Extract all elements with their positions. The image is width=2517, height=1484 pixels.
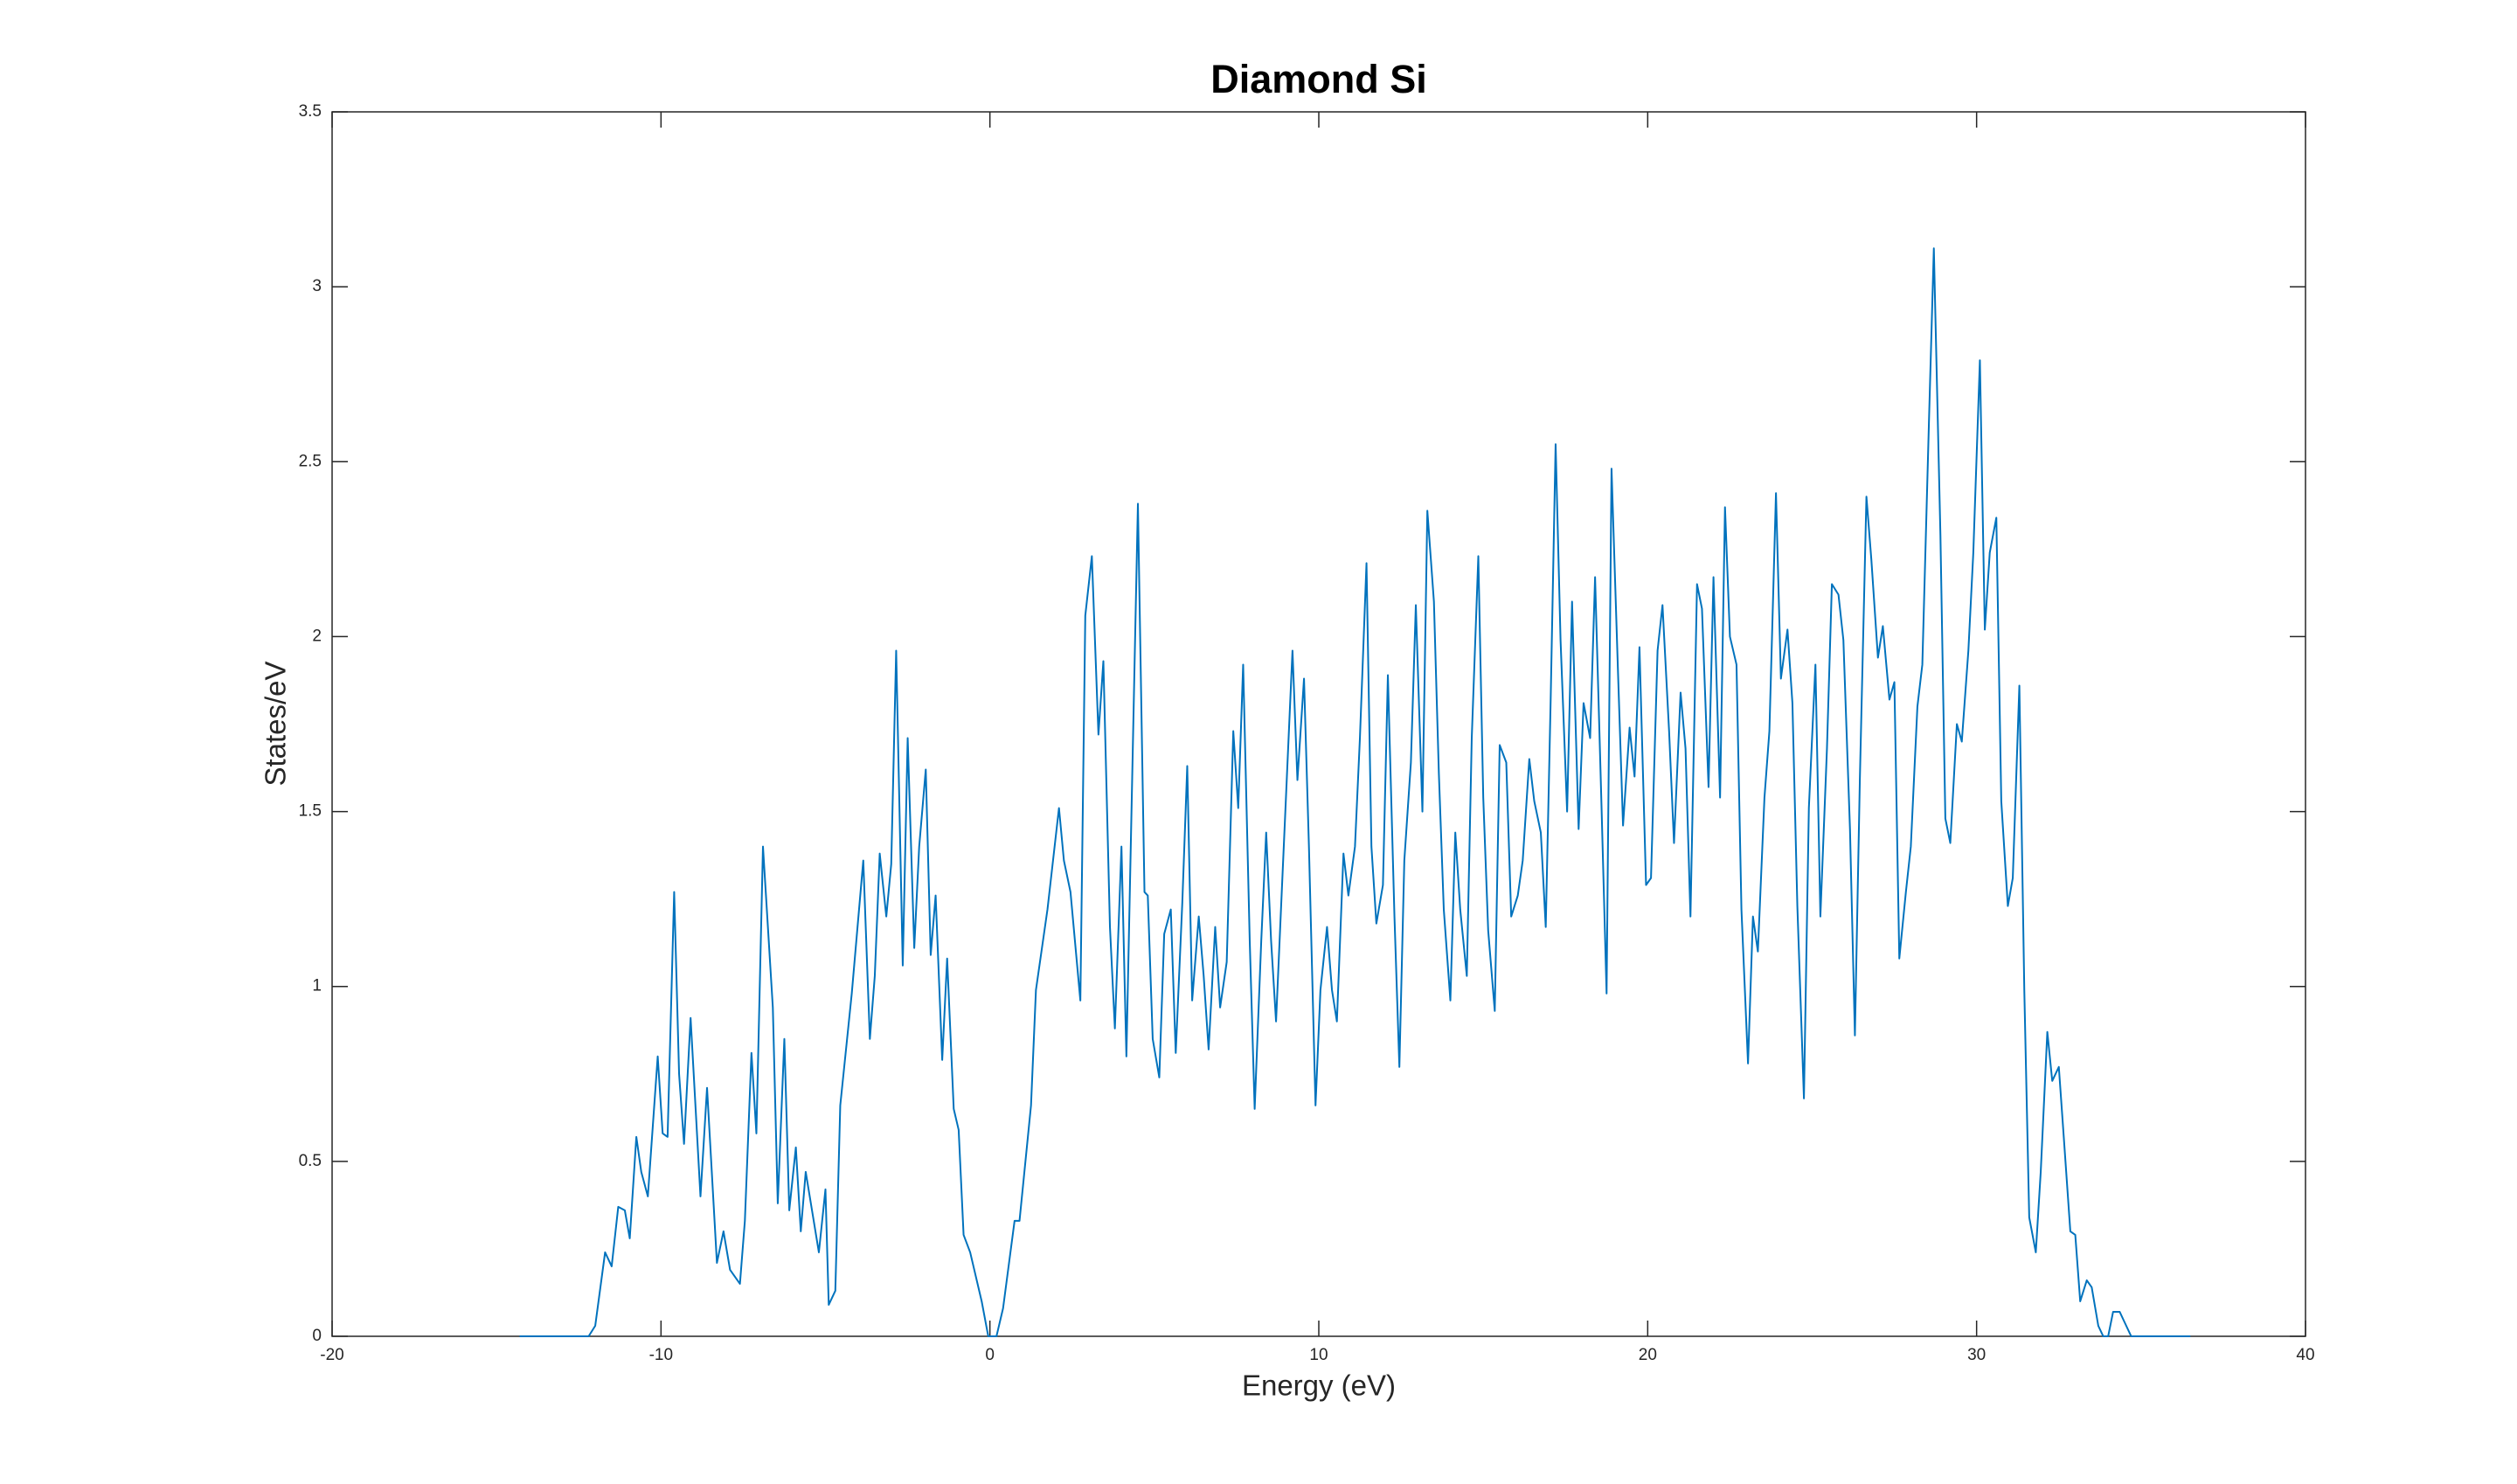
x-tick-label: 10 bbox=[1309, 1346, 1328, 1364]
y-tick-label: 1.5 bbox=[299, 802, 322, 821]
x-tick-label: 40 bbox=[2296, 1346, 2314, 1364]
x-tick-label: 20 bbox=[1639, 1346, 1657, 1364]
data-line bbox=[519, 247, 2191, 1337]
y-tick-label: 2 bbox=[312, 627, 322, 645]
x-tick-label: 0 bbox=[985, 1346, 995, 1364]
y-tick-label: 0 bbox=[312, 1327, 322, 1345]
y-tick-label: 3 bbox=[312, 277, 322, 295]
x-tick-label: -20 bbox=[320, 1346, 343, 1364]
x-tick-label: -10 bbox=[649, 1346, 673, 1364]
y-tick-label: 1 bbox=[312, 977, 322, 995]
y-tick-label: 3.5 bbox=[299, 102, 322, 121]
x-axis-label: Energy (eV) bbox=[1242, 1370, 1396, 1402]
y-tick-label: 0.5 bbox=[299, 1152, 322, 1170]
chart-title: Diamond Si bbox=[1210, 57, 1427, 101]
x-tick-label: 30 bbox=[1967, 1346, 1986, 1364]
y-axis-label: States/eV bbox=[260, 661, 292, 786]
y-tick-label: 2.5 bbox=[299, 452, 322, 470]
